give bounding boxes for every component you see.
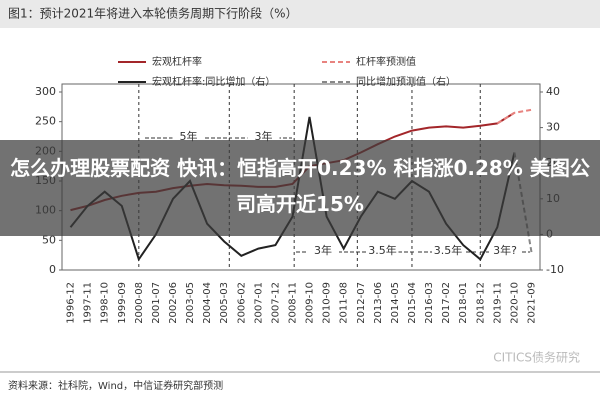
x-tick-label: 2013-06: [373, 282, 384, 324]
annotation-bg: [307, 243, 339, 259]
legend-label: 同比增加预测值（右）: [356, 75, 456, 88]
x-tick-label: 2001-07: [151, 282, 162, 324]
x-tick-label: 2002-06: [168, 282, 179, 324]
x-tick-label: 2016-03: [424, 282, 435, 324]
x-tick-label: 2007-01: [253, 282, 264, 324]
y-tick-label: 50: [42, 233, 56, 246]
x-tick-label: 2004-04: [202, 282, 213, 324]
y-tick-label: 300: [35, 85, 56, 98]
annotation: 3.5年: [434, 243, 463, 257]
overlay-box: 怎么办理股票配资 快讯：恒指高开0.23% 科指涨0.28% 美图公司高开近15…: [10, 156, 590, 216]
series-line: [496, 108, 532, 125]
y2-tick-label: 40: [546, 85, 560, 98]
annotation-bg: [366, 243, 399, 259]
annotation: 3.5年: [368, 243, 397, 257]
x-tick-label: 2021-09: [526, 282, 537, 324]
x-tick-label: 2008-11: [287, 282, 298, 324]
x-tick-label: 2014-05: [390, 282, 401, 324]
x-tick-label: 2010-09: [322, 282, 333, 324]
x-tick-label: 2003-05: [185, 282, 196, 324]
x-tick-label: 1997-11: [83, 282, 94, 324]
x-tick-label: 2017-02: [441, 282, 452, 324]
x-tick-label: 2012-07: [356, 282, 367, 324]
x-tick-label: 2018-12: [475, 282, 486, 324]
x-tick-label: 1998-10: [100, 282, 111, 324]
x-tick-label: 2007-12: [270, 282, 281, 324]
x-tick-label: 1999-09: [117, 282, 128, 324]
x-tick-label: 2018-01: [458, 282, 469, 324]
title-bar: [0, 0, 600, 28]
annotation-bg: [432, 243, 464, 259]
legend-label: 宏观杠杆率: [152, 55, 202, 68]
x-tick-label: 2020-10: [509, 282, 520, 324]
x-tick-label: 2019-11: [492, 282, 503, 324]
legend-label: 杠杆率预测值: [356, 55, 416, 68]
x-tick-label: 2000-08: [134, 282, 145, 324]
x-tick-label: 2015-04: [407, 282, 418, 324]
annotation: 3年?: [493, 243, 517, 257]
y-tick-label: 0: [49, 263, 56, 276]
y2-tick-label: -10: [546, 263, 564, 276]
annotation: 3年: [314, 243, 332, 257]
annotation: 3年: [255, 129, 273, 143]
x-tick-label: 2006-02: [236, 282, 247, 324]
x-tick-label: 2011-08: [339, 282, 350, 324]
source: 资料来源：社科院，Wind，中信证券研究部预测: [8, 379, 223, 392]
legend-label: 宏观杠杆率:同比增加（右）: [152, 75, 275, 88]
x-tick-label: 2005-03: [219, 282, 230, 324]
chart-title: 图1：预计2021年将进入本轮债务周期下行阶段（%）: [8, 6, 298, 21]
watermark: CITICS债务研究: [493, 350, 580, 365]
annotation: 5年: [180, 129, 198, 143]
overlay-text: 怎么办理股票配资 快讯：恒指高开0.23% 科指涨0.28% 美图公司高开近15…: [10, 156, 590, 216]
y2-tick-label: 30: [546, 121, 560, 134]
x-tick-label: 1996-12: [66, 282, 77, 324]
y-tick-label: 250: [35, 115, 56, 128]
x-tick-label: 2009-10: [305, 282, 316, 324]
overlay-banner: [0, 140, 600, 236]
annotation-bg: [489, 243, 521, 259]
